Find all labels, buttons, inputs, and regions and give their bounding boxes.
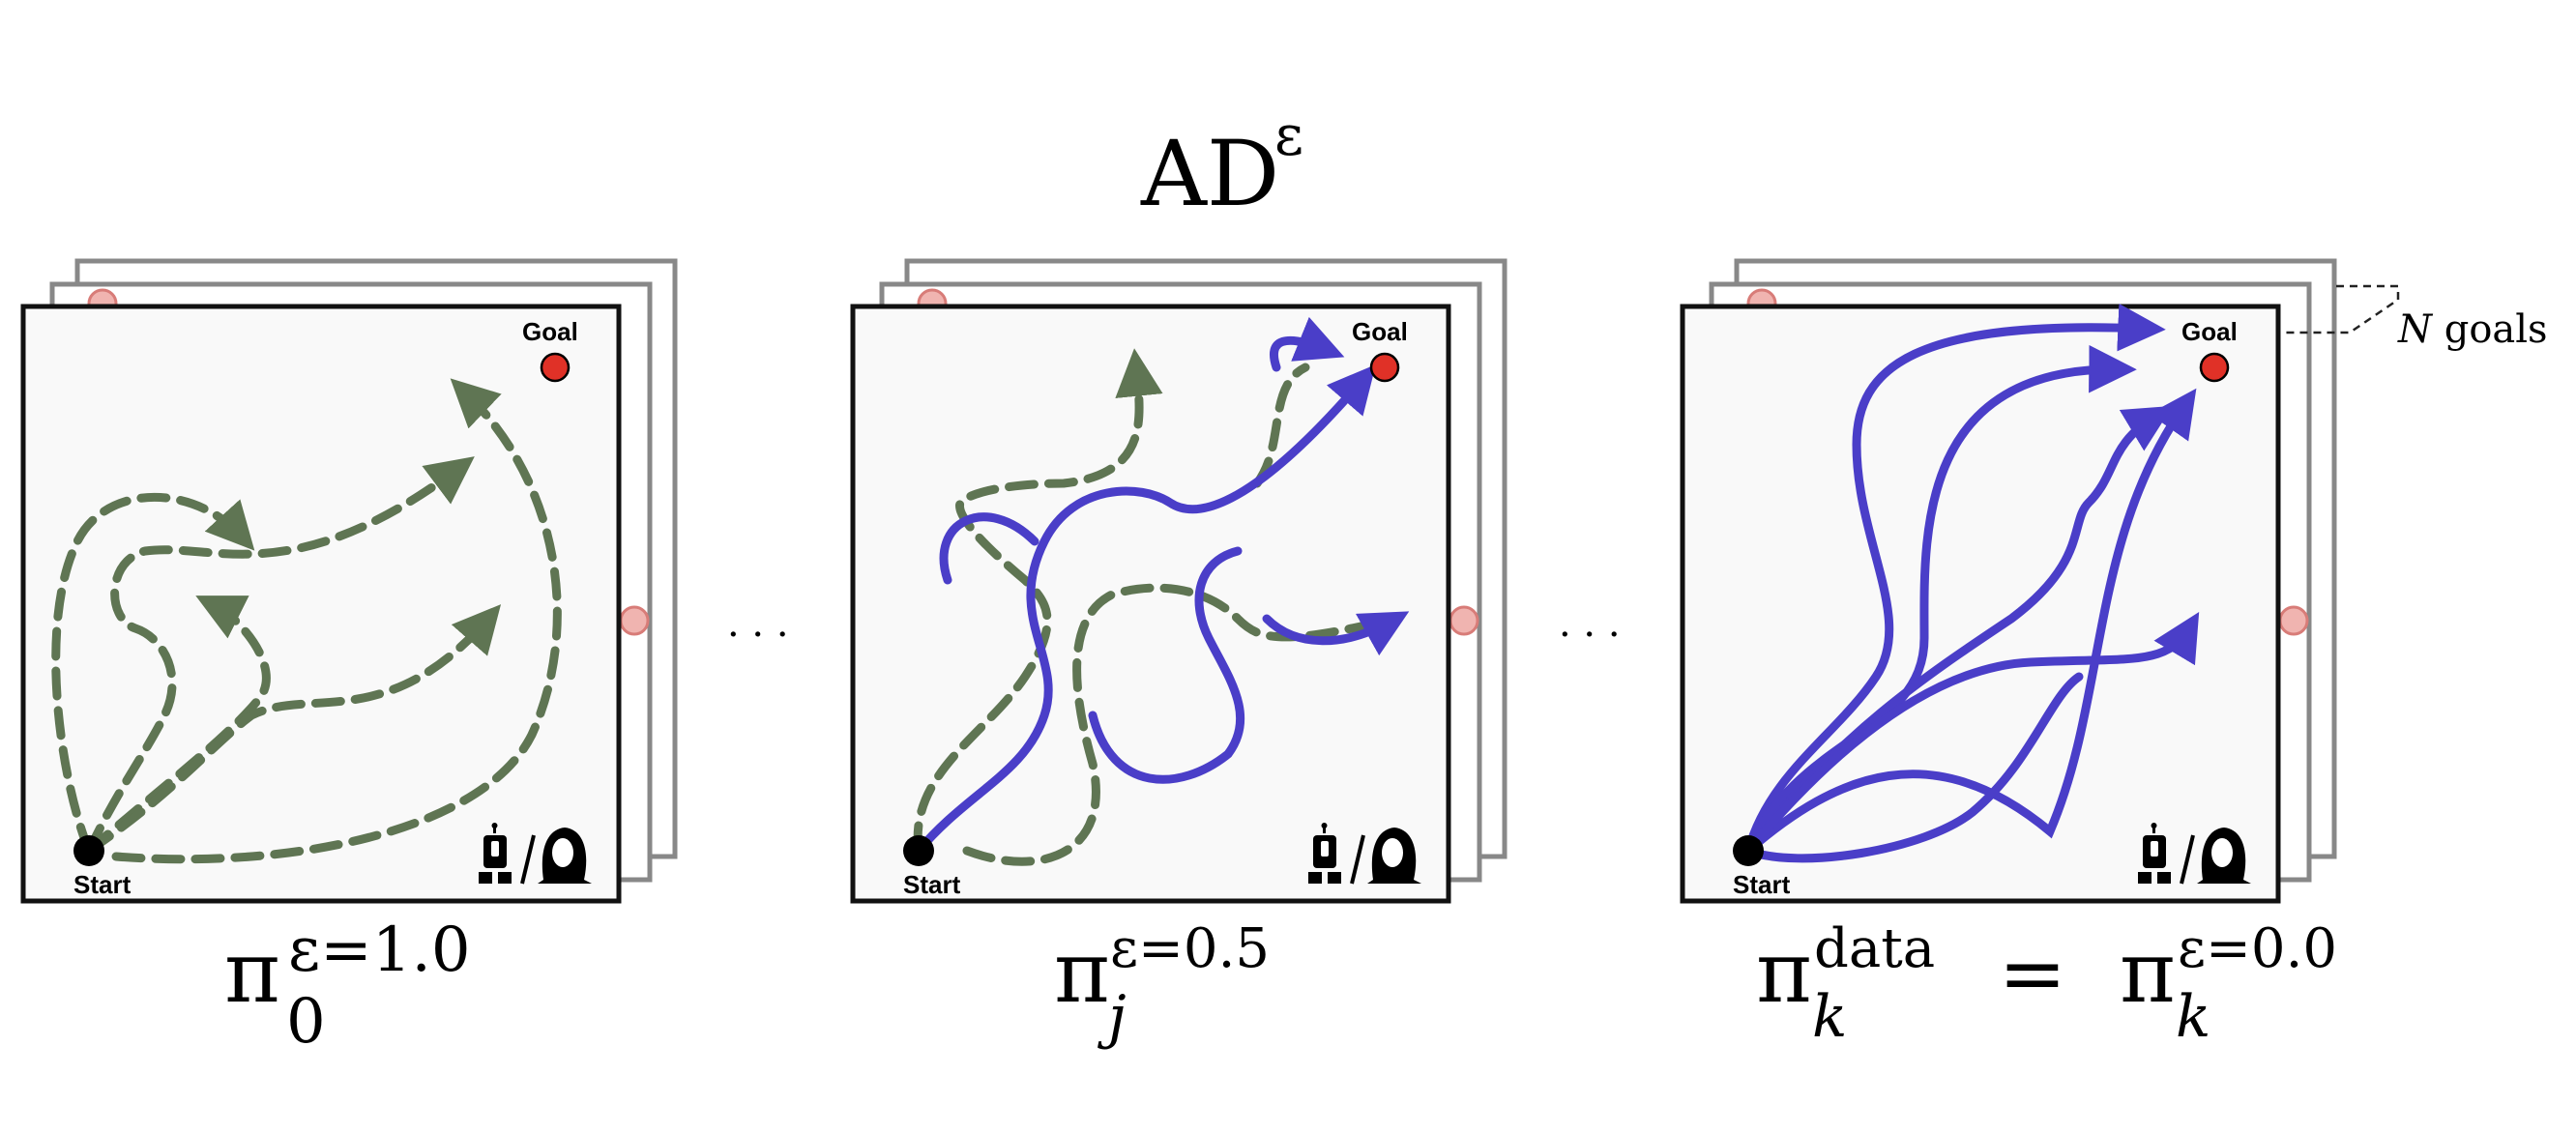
caption-epsilon-0: π data k = π ε=0.0 k: [1756, 917, 2337, 1051]
exploration-trajectories: [51, 378, 562, 864]
caption-pi: π: [1756, 922, 1812, 1022]
trajectory-path: [1270, 316, 1345, 372]
svg-text:N goals: N goals: [2397, 307, 2548, 352]
ellipsis-right: · · ·: [1559, 613, 1621, 657]
start-label: Start: [73, 870, 132, 899]
caption-epsilon-1: π ε=1.0 0: [224, 915, 471, 1058]
caption-sup: ε=0.0: [2178, 917, 2337, 980]
trajectory-path: [51, 492, 255, 856]
trajectory-path: [1743, 304, 2166, 856]
caption-sub: k: [2176, 983, 2210, 1051]
caption-pi: π: [1054, 922, 1110, 1022]
goal-marker: [2199, 352, 2230, 383]
caption-sup: data: [1814, 917, 1935, 980]
ghost-goal-marker: [2278, 605, 2309, 636]
n-goals-var: N: [2397, 307, 2434, 352]
figure-title: AD ε: [1140, 102, 1303, 227]
panel-epsilon-0-5: Goal Start: [850, 258, 1508, 904]
title-base: AD: [1140, 122, 1279, 227]
panel-epsilon-1: Goal Start: [20, 258, 678, 904]
trajectory-path: [84, 604, 502, 856]
trajectory-path: [939, 512, 1039, 585]
gridworld-frame: [20, 304, 622, 904]
caption-sub: k: [1812, 983, 1847, 1051]
trajectory-path: [1743, 612, 2200, 856]
trajectory-path: [1743, 672, 2084, 863]
goal-label: Goal: [2181, 317, 2238, 346]
trajectory-path: [913, 348, 1163, 856]
ghost-goal-marker: [1449, 605, 1479, 636]
gridworld-frame: [850, 304, 1451, 904]
trajectory-path: [1252, 363, 1310, 488]
n-goals-annotation: N goals: [2282, 284, 2548, 352]
caption-epsilon-0-5: π ε=0.5 j: [1054, 917, 1270, 1051]
caption-sup: ε=0.5: [1110, 917, 1270, 980]
trajectory-path: [1262, 611, 1410, 656]
trajectory-path: [111, 378, 562, 864]
goal-marker: [540, 352, 571, 383]
start-label: Start: [1733, 870, 1791, 899]
goal-marker: [1369, 352, 1400, 383]
goal-label: Goal: [1352, 317, 1408, 346]
ellipsis-left: · · ·: [727, 613, 789, 657]
trajectory-path: [1088, 546, 1245, 784]
start-marker: [73, 835, 104, 866]
expert-trajectories: [1743, 304, 2200, 863]
trajectory-path: [962, 583, 1399, 866]
trajectory-path: [1743, 405, 2173, 856]
trajectory-path: [914, 363, 1376, 856]
goal-label: Goal: [522, 317, 578, 346]
caption-pi: π: [2120, 922, 2176, 1022]
caption-pi: π: [224, 922, 280, 1022]
mixed-trajectories: [913, 316, 1410, 866]
n-goals-bracket: [2282, 284, 2400, 334]
caption-sub: 0: [286, 986, 326, 1058]
n-goals-text: goals: [2432, 307, 2548, 352]
title-sup: ε: [1274, 102, 1303, 168]
caption-equals: =: [1973, 926, 2093, 1021]
trajectory-path: [84, 456, 475, 856]
panel-epsilon-0: Goal Start N goals: [1680, 258, 2548, 904]
start-marker: [903, 835, 934, 866]
caption-sup: ε=1.0: [288, 915, 471, 986]
trajectory-path: [84, 596, 271, 856]
start-label: Start: [903, 870, 961, 899]
ghost-goal-marker: [619, 605, 650, 636]
trajectory-path: [1743, 388, 2197, 856]
start-marker: [1733, 835, 1764, 866]
